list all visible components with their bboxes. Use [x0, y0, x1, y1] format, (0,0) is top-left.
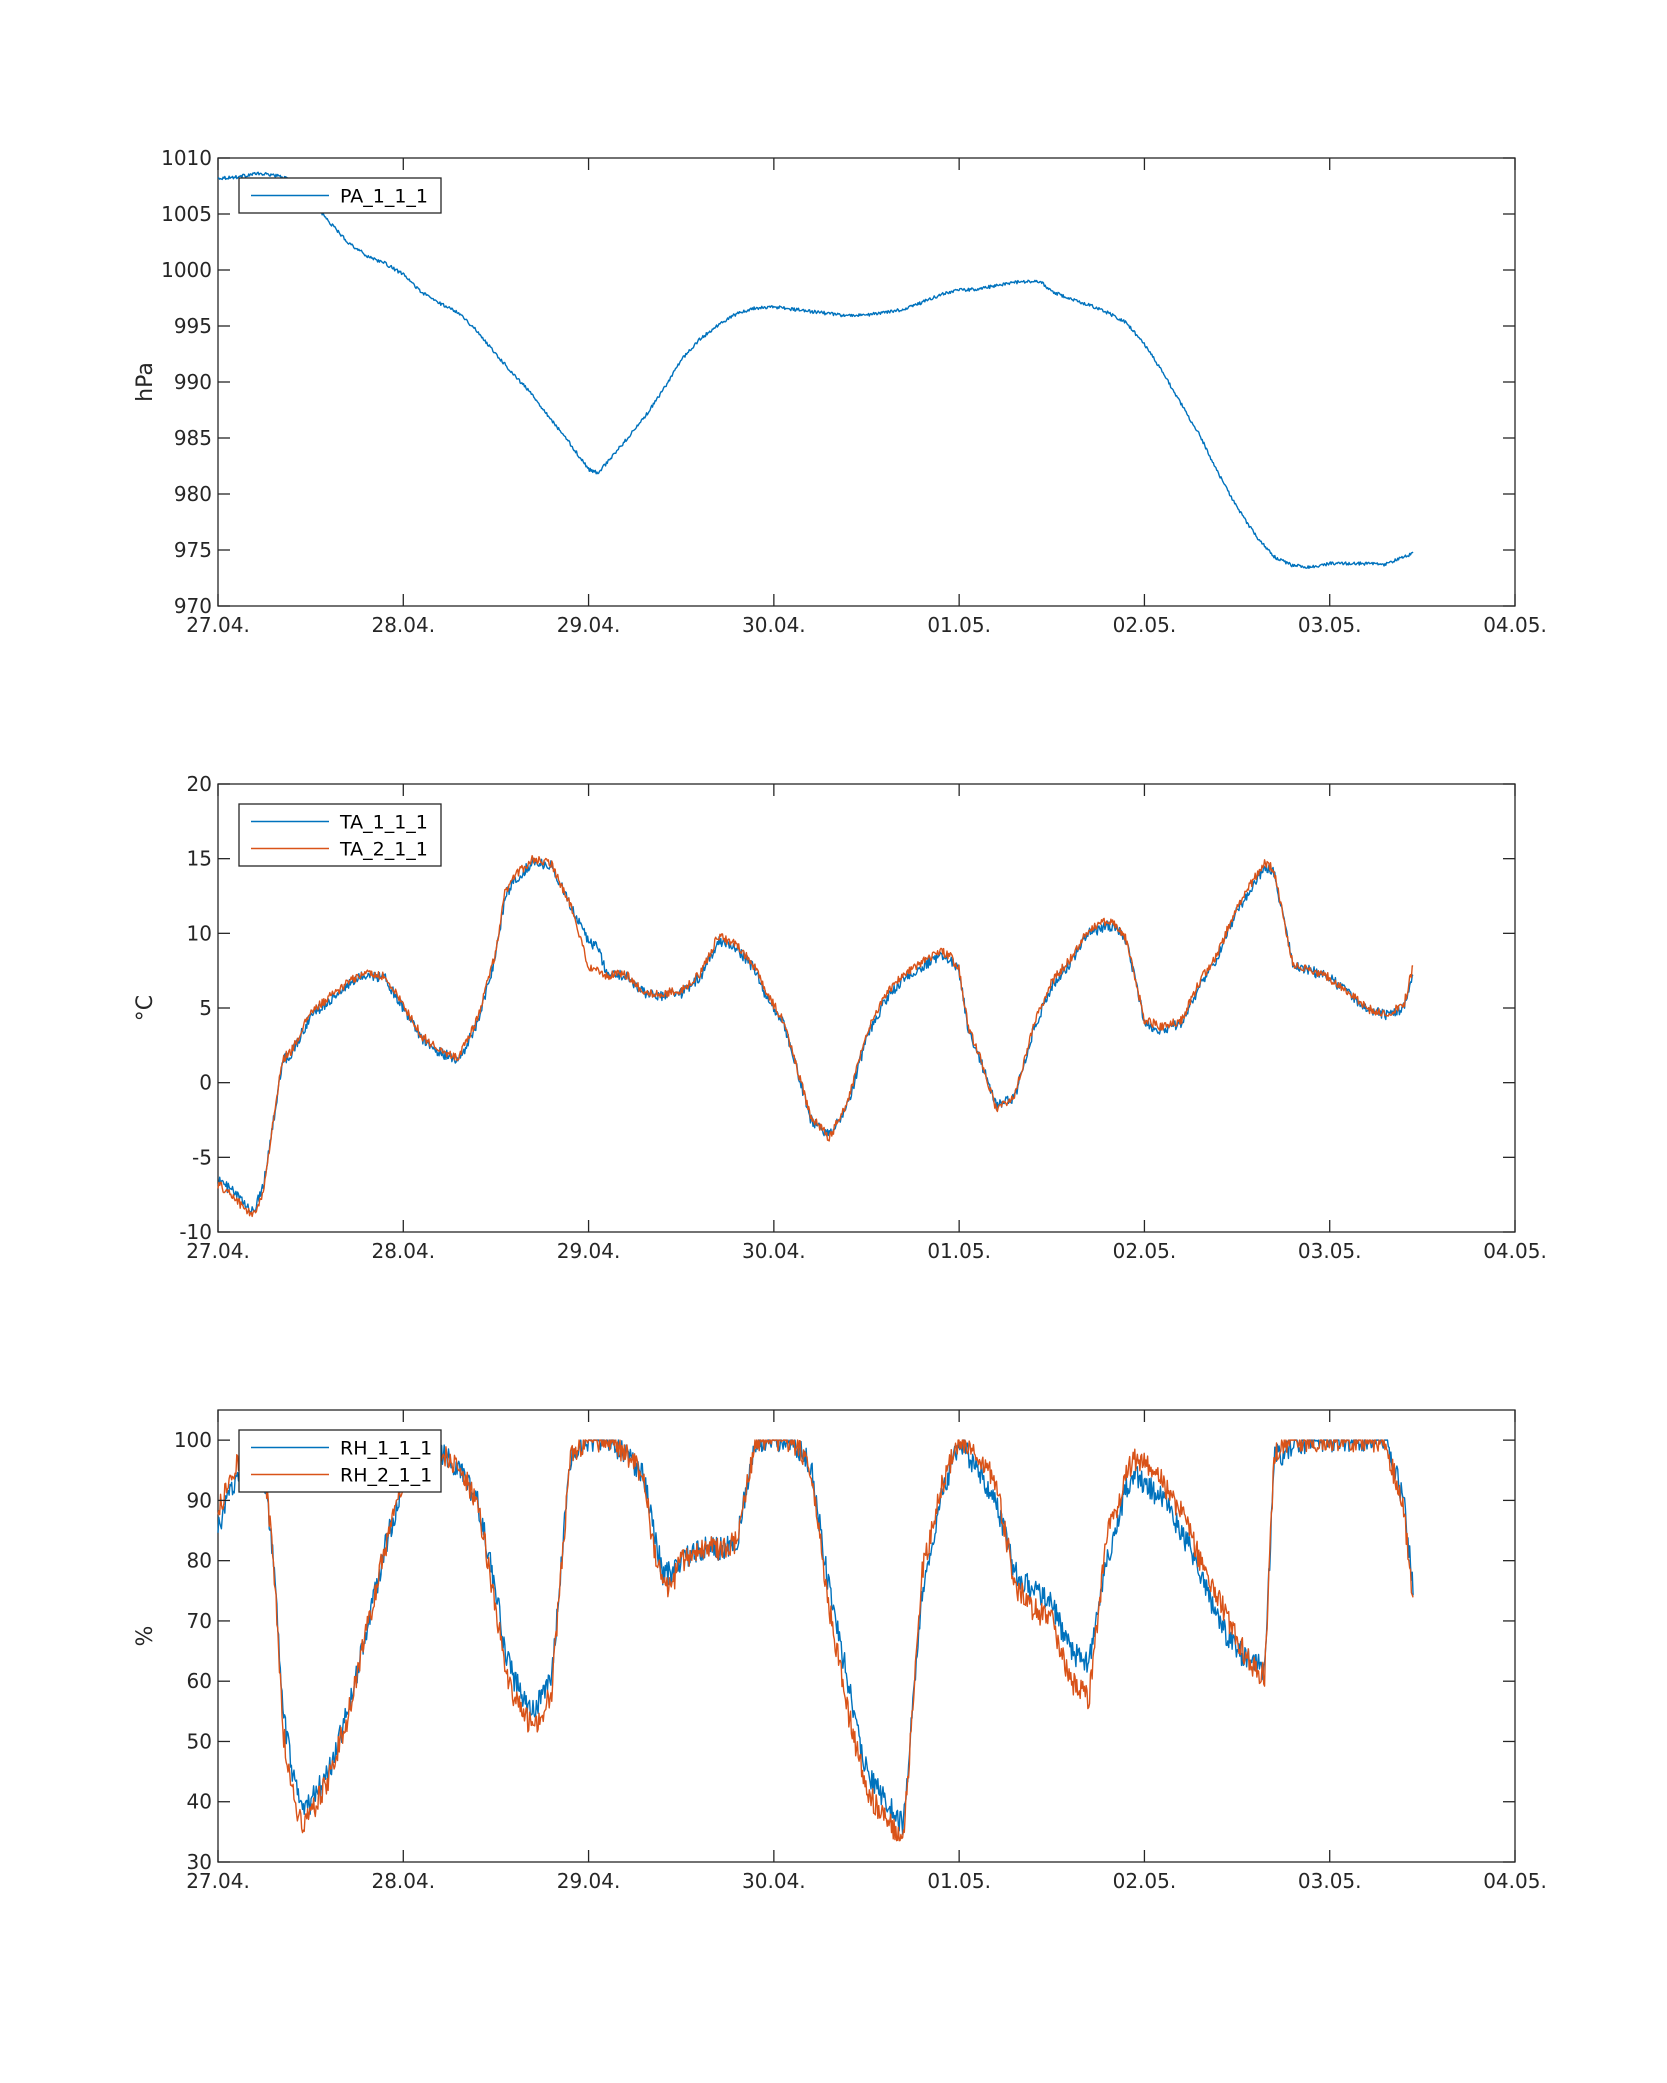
x-tick-label: 03.05.	[1298, 1869, 1362, 1893]
y-tick-label: 80	[187, 1549, 212, 1573]
legend: RH_1_1_1 RH_2_1_1	[238, 1429, 442, 1493]
x-tick-label: 02.05.	[1113, 1869, 1177, 1893]
x-tick-label: 03.05.	[1298, 613, 1362, 637]
legend-entry: RH_1_1_1	[340, 1438, 432, 1460]
y-tick-label: 60	[187, 1669, 212, 1693]
x-tick-label: 01.05.	[927, 1239, 991, 1263]
legend-entry: RH_2_1_1	[340, 1465, 432, 1487]
plot-area	[217, 157, 1516, 607]
y-tick-label: 15	[187, 847, 212, 871]
y-tick-label: 100	[174, 1428, 212, 1452]
x-tick-label: 04.05.	[1483, 1239, 1547, 1263]
x-tick-label: 28.04.	[371, 613, 435, 637]
series-line-ta_2_1_1	[217, 854, 1414, 1218]
chart-panel-3: 30 40 50 60 70 80 90 100 27.04. 28.04. 29.04. 30.04…	[133, 1409, 1547, 1893]
y-tick-label: 50	[187, 1729, 212, 1753]
x-tick-label: 30.04.	[742, 1239, 806, 1263]
x-tick-label: 29.04.	[557, 1239, 621, 1263]
x-tick-label: 30.04.	[742, 613, 806, 637]
x-tick-label: 30.04.	[742, 1869, 806, 1893]
chart-panel-1: 970 975 980 985 990 995 1000 1005 1010 27.04. 28.0…	[133, 146, 1547, 637]
y-tick-label: 40	[187, 1790, 212, 1814]
y-tick-label: 1005	[161, 202, 212, 226]
legend-entry: PA_1_1_1	[340, 186, 428, 208]
legend: PA_1_1_1	[238, 177, 442, 214]
y-tick-label: 20	[187, 772, 212, 796]
x-tick-label: 27.04.	[186, 1869, 250, 1893]
y-tick-label: 90	[187, 1488, 212, 1512]
x-tick-label: 01.05.	[927, 1869, 991, 1893]
x-tick-label: 28.04.	[371, 1869, 435, 1893]
legend-entry: TA_1_1_1	[339, 812, 428, 834]
x-tick-label: 28.04.	[371, 1239, 435, 1263]
x-tick-label: 02.05.	[1113, 613, 1177, 637]
series-line-pa_1_1_1	[217, 171, 1414, 570]
x-tick-label: 29.04.	[557, 613, 621, 637]
x-tick-label: 04.05.	[1483, 613, 1547, 637]
chart-panel-2: -10 -5 0 5 10 15 20 27.04. 28.04. 29.04. 30.04. 01.…	[133, 772, 1547, 1263]
y-tick-label: 10	[187, 921, 212, 945]
y-tick-label: 5	[199, 996, 212, 1020]
legend: TA_1_1_1 TA_2_1_1	[238, 803, 442, 867]
y-axis-label: %	[133, 1626, 158, 1647]
y-tick-label: 995	[174, 314, 212, 338]
y-tick-label: 990	[174, 370, 212, 394]
legend-box	[238, 803, 442, 867]
y-tick-label: 975	[174, 538, 212, 562]
y-tick-label: -10	[179, 1220, 212, 1244]
y-tick-label: 30	[187, 1850, 212, 1874]
x-tick-label: 03.05.	[1298, 1239, 1362, 1263]
legend-box	[238, 177, 442, 214]
x-tick-label: 27.04.	[186, 1239, 250, 1263]
y-tick-label: 970	[174, 594, 212, 618]
y-tick-label: 980	[174, 482, 212, 506]
y-tick-label: 0	[199, 1071, 212, 1095]
y-axis-label: hPa	[133, 362, 158, 402]
y-tick-label: -5	[192, 1145, 212, 1169]
y-tick-label: 1000	[161, 258, 212, 282]
x-tick-label: 04.05.	[1483, 1869, 1547, 1893]
x-tick-label: 02.05.	[1113, 1239, 1177, 1263]
legend-box	[238, 1429, 442, 1493]
legend-entry: TA_2_1_1	[339, 839, 428, 861]
y-tick-label: 985	[174, 426, 212, 450]
y-tick-label: 1010	[161, 146, 212, 170]
x-tick-label: 27.04.	[186, 613, 250, 637]
x-tick-label: 29.04.	[557, 1869, 621, 1893]
y-axis-label: °C	[133, 995, 158, 1021]
y-tick-label: 70	[187, 1609, 212, 1633]
x-tick-label: 01.05.	[927, 613, 991, 637]
